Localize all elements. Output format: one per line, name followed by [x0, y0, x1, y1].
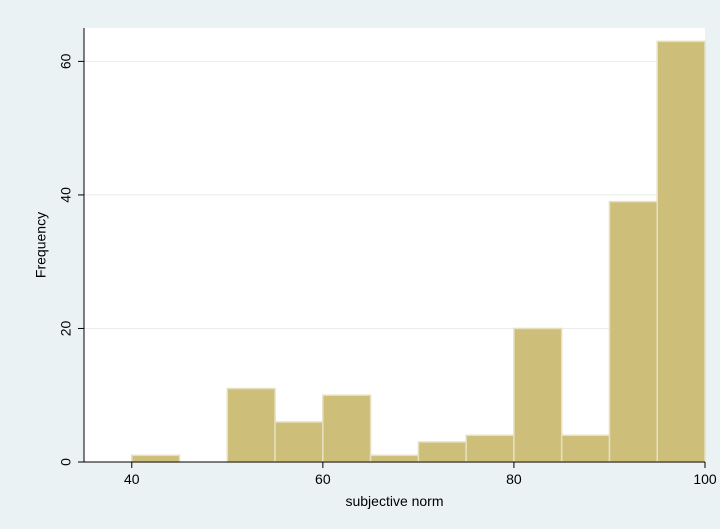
x-tick-label-40: 40 [124, 471, 140, 487]
bar-50-55 [226, 387, 276, 463]
plot-area [84, 28, 705, 462]
y-tick-label-60: 60 [58, 53, 74, 69]
x-tick-label-100: 100 [693, 471, 717, 487]
x-axis-title: subjective norm [345, 493, 443, 509]
bar-85-90 [560, 434, 611, 463]
y-tick-label-20: 20 [58, 320, 74, 336]
bar-95-100 [656, 40, 706, 463]
ticks: 40 60 80 100 0 20 40 60 [58, 53, 717, 487]
axes [83, 28, 705, 463]
bar-55-60 [274, 421, 324, 463]
y-axis-title: Frequency [33, 212, 49, 278]
bar-75-80 [465, 434, 515, 463]
bar-70-75 [417, 441, 467, 463]
y-tick-label-0: 0 [58, 458, 74, 466]
bars [131, 40, 706, 463]
bar-80-85 [513, 327, 563, 463]
x-tick-label-60: 60 [315, 471, 331, 487]
y-tick-label-40: 40 [58, 187, 74, 203]
x-tick-label-80: 80 [506, 471, 522, 487]
bar-60-65 [322, 394, 372, 463]
bar-65-70 [369, 454, 420, 463]
bar-90-95 [608, 200, 658, 463]
bar-40-45 [131, 454, 181, 463]
